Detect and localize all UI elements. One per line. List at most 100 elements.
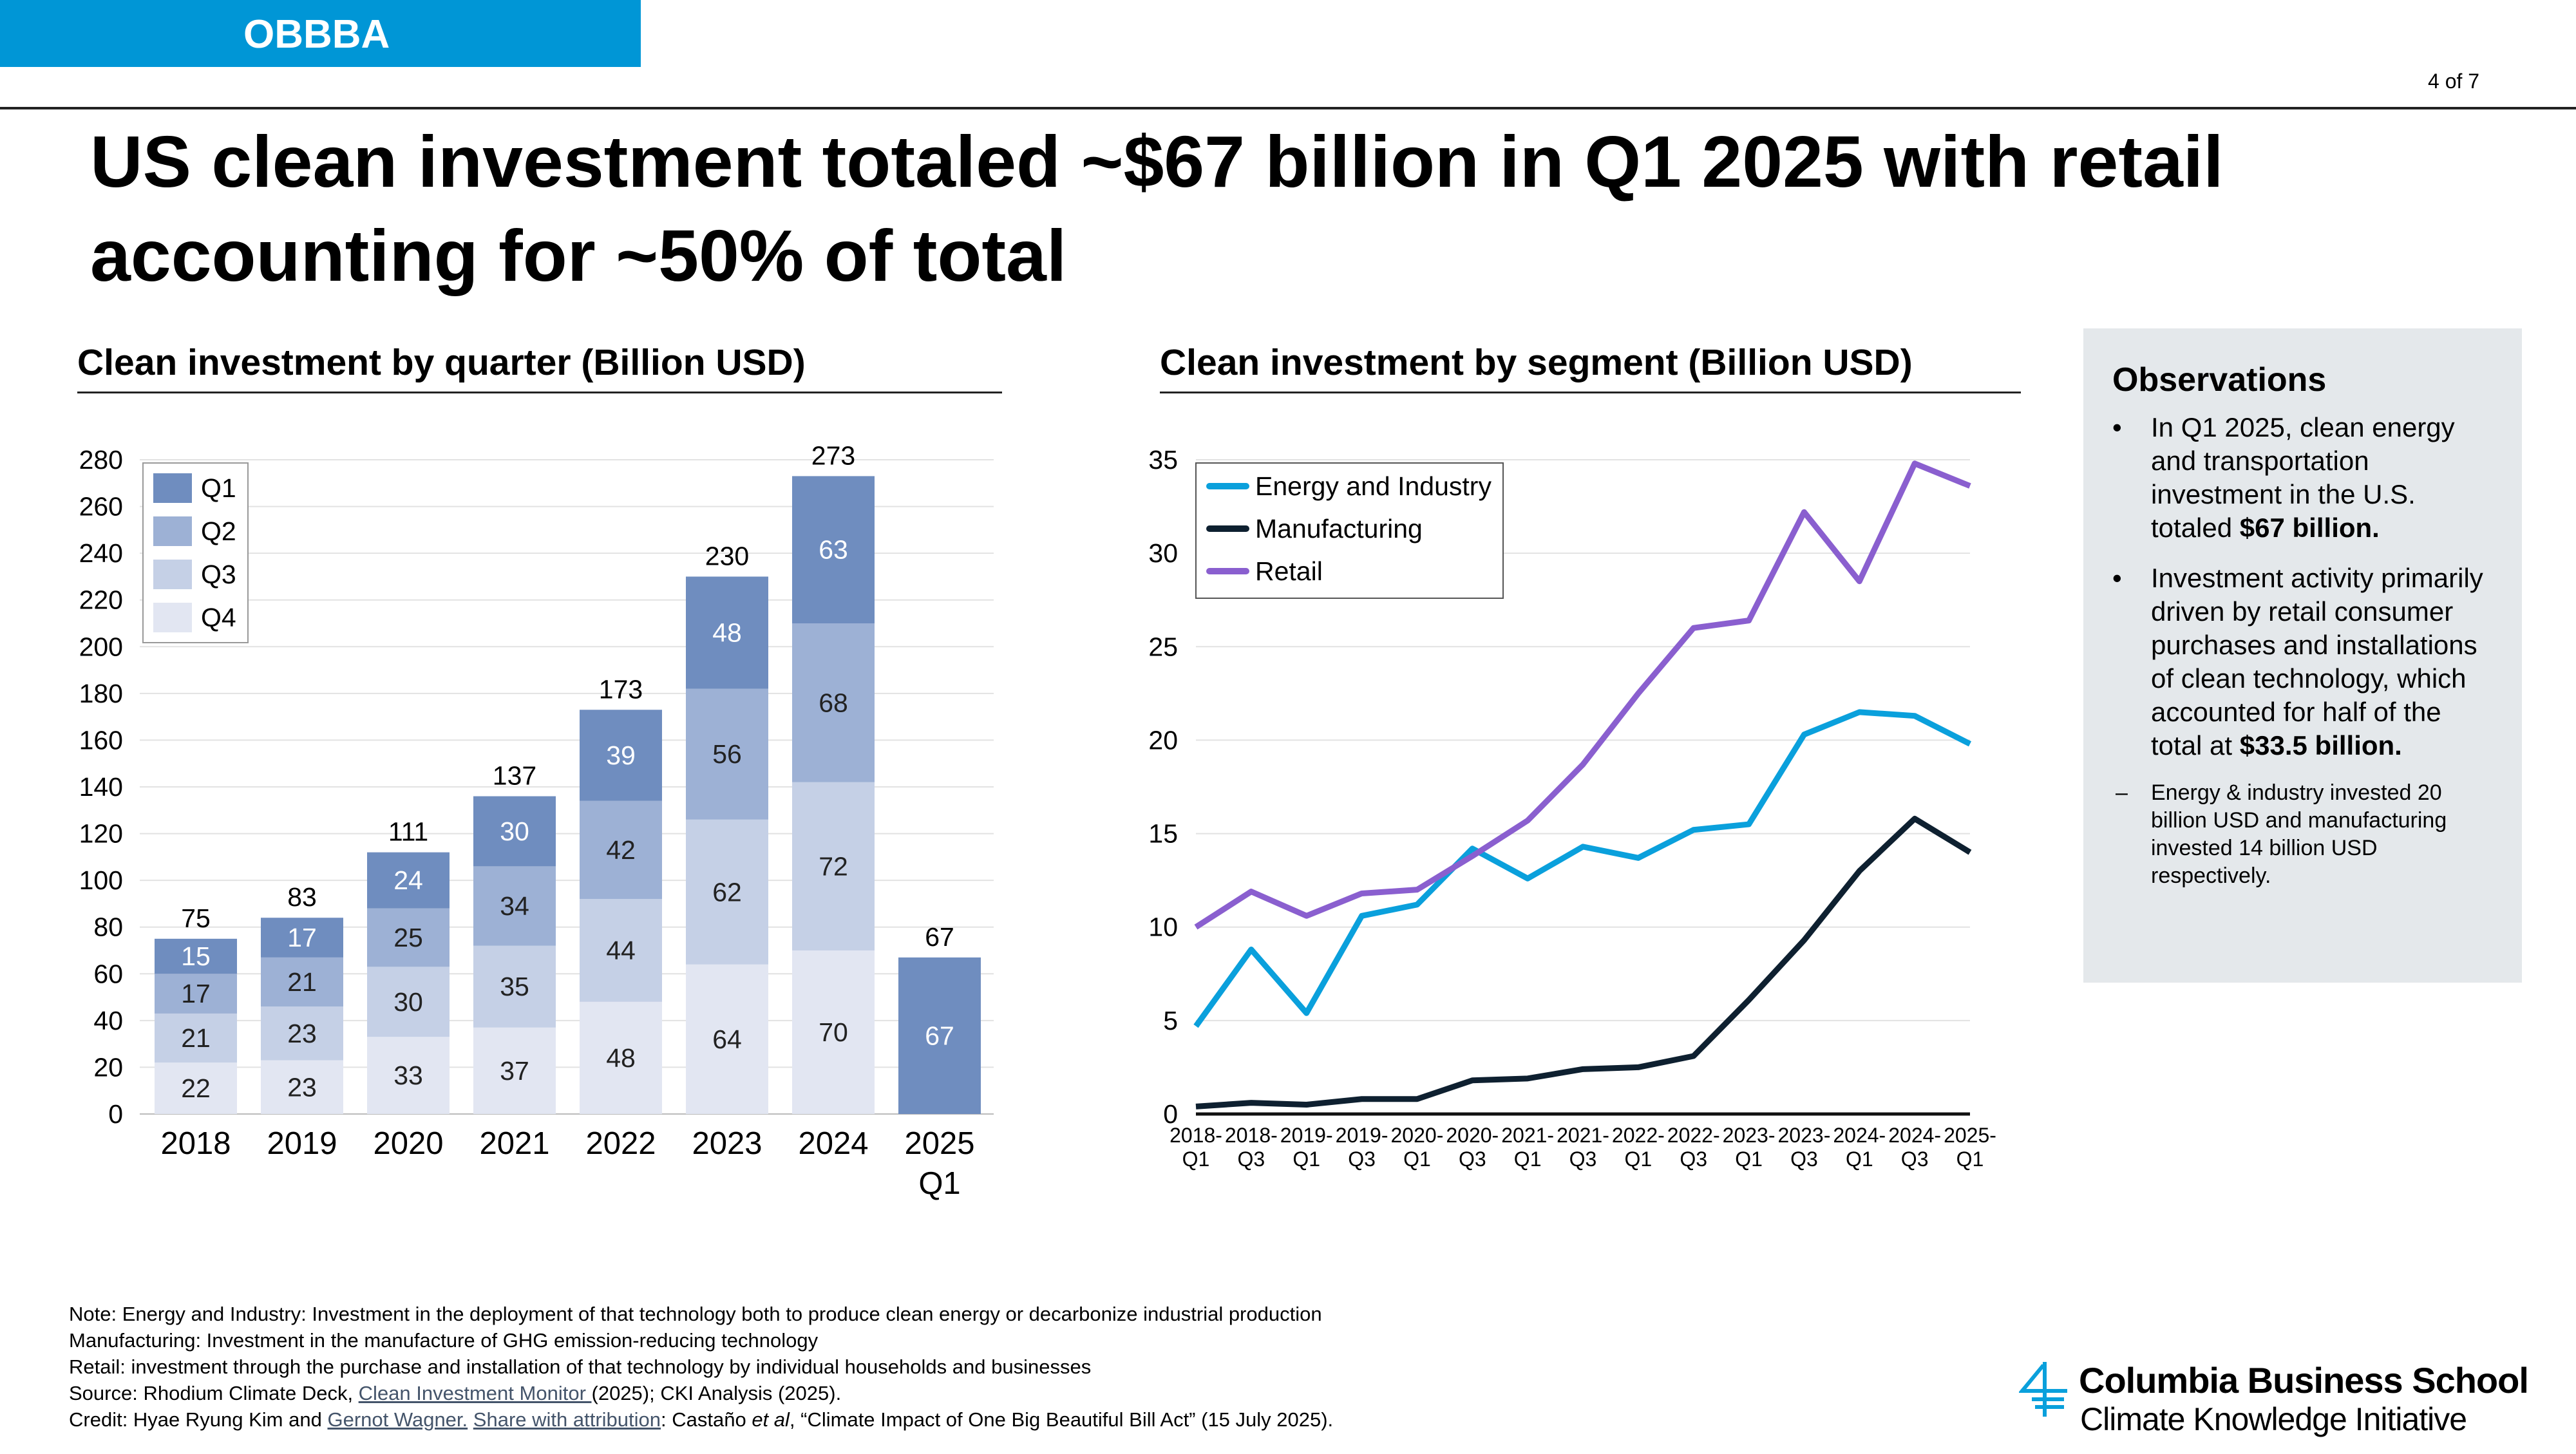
bar-data-label: 68: [819, 688, 848, 717]
x-tick-label: Q3: [1348, 1147, 1376, 1171]
bar-data-label: 35: [500, 972, 529, 1001]
x-tick-label: 2024-: [1888, 1124, 1941, 1147]
bar-data-label: 21: [181, 1023, 211, 1053]
y-tick-label: 30: [1148, 538, 1178, 568]
bar-data-label: 30: [500, 817, 529, 846]
bar-total-label: 75: [181, 903, 211, 933]
y-tick-label: 20: [1148, 725, 1178, 755]
observations-panel: Observations In Q1 2025, clean energy an…: [2083, 328, 2522, 983]
line-chart-title-underline: [1160, 392, 2021, 393]
x-tick-label: Q1: [1403, 1147, 1431, 1171]
x-tick-label: 2021: [479, 1126, 549, 1161]
x-tick-label: Q3: [1901, 1147, 1929, 1171]
observations-heading: Observations: [2112, 361, 2327, 399]
x-tick-label: Q1: [918, 1166, 960, 1201]
x-tick-label: 2019-: [1280, 1124, 1333, 1147]
bar-segment-q1: [686, 576, 768, 689]
bar-data-label: 63: [819, 535, 848, 565]
clean-investment-monitor-link[interactable]: Clean Investment Monitor: [358, 1382, 592, 1404]
x-tick-label: 2020: [373, 1126, 443, 1161]
bar-data-label: 42: [606, 835, 636, 865]
bar-segment-q3: [367, 967, 450, 1037]
bar-data-label: 70: [819, 1017, 848, 1047]
bar-total-label: 137: [493, 761, 536, 791]
bar-data-label: 23: [287, 1019, 317, 1048]
gernot-wagner-link[interactable]: Gernot Wagner.: [327, 1408, 468, 1431]
footnotes: Note: Energy and Industry: Investment in…: [69, 1301, 1333, 1433]
bar-total-label: 173: [599, 674, 643, 704]
y-tick-label: 5: [1163, 1006, 1178, 1035]
series-line-retail: [1194, 460, 1971, 930]
columbia-crown-icon: [2019, 1362, 2067, 1417]
bar-data-label: 24: [393, 865, 423, 895]
y-tick-label: 10: [1148, 912, 1178, 942]
y-tick-label: 220: [79, 585, 123, 615]
line-chart-title: Clean investment by segment (Billion USD…: [1160, 342, 1913, 383]
x-tick-label: Q3: [1569, 1147, 1597, 1171]
x-tick-label: Q1: [1625, 1147, 1653, 1171]
bar-data-label: 25: [393, 923, 423, 952]
x-tick-label: 2019: [267, 1126, 337, 1161]
x-tick-label: 2022-: [1612, 1124, 1665, 1147]
x-tick-label: Q1: [1735, 1147, 1763, 1171]
bar-segment-q4: [155, 1062, 237, 1114]
bar-data-label: 62: [712, 877, 742, 907]
note-line: Manufacturing: Investment in the manufac…: [69, 1329, 819, 1352]
series-line-manufacturing: [1195, 815, 1972, 1109]
x-tick-label: 2018: [160, 1126, 231, 1161]
legend-swatch: [153, 603, 192, 632]
x-tick-label: 2018-: [1225, 1124, 1278, 1147]
bar-data-label: 37: [500, 1056, 529, 1086]
bar-segment-q1: [367, 852, 450, 909]
y-tick-label: 140: [79, 772, 123, 802]
bar-data-label: 30: [393, 987, 423, 1017]
bar-segment-q3: [686, 819, 768, 965]
page-indicator: 4 of 7: [2428, 70, 2480, 93]
y-tick-label: 15: [1148, 819, 1178, 849]
legend-label: Q2: [201, 516, 236, 546]
observation-bullet: Investment activity primarily driven by …: [2112, 562, 2499, 762]
bar-segment-q4: [473, 1027, 556, 1114]
x-tick-label: 2025-: [1944, 1124, 1996, 1147]
bar-data-label: 22: [181, 1073, 211, 1103]
x-tick-label: 2025: [904, 1126, 974, 1161]
bar-segment-q2: [367, 908, 450, 967]
y-tick-label: 0: [108, 1099, 123, 1129]
x-tick-label: 2024: [798, 1126, 868, 1161]
legend-label: Q3: [201, 560, 236, 589]
x-tick-label: 2021-: [1557, 1124, 1609, 1147]
line-chart: 051015202530352018-Q12018-Q32019-Q12019-…: [1148, 445, 1996, 1171]
x-tick-label: 2022: [585, 1126, 656, 1161]
y-tick-label: 35: [1148, 445, 1178, 475]
y-tick-label: 200: [79, 632, 123, 661]
bar-data-label: 48: [712, 618, 742, 648]
note-line: Retail: investment through the purchase …: [69, 1355, 1092, 1378]
bar-data-label: 72: [819, 851, 848, 881]
bar-data-label: 56: [712, 739, 742, 769]
bar-segment-q1: [473, 796, 556, 867]
x-tick-label: Q1: [1956, 1147, 1984, 1171]
y-tick-label: 80: [93, 912, 123, 942]
bar-data-label: 33: [393, 1061, 423, 1090]
bar-segment-q3: [473, 945, 556, 1028]
bar-segment-q3: [792, 782, 875, 950]
share-with-attribution-link[interactable]: Share with attribution: [473, 1408, 661, 1431]
series-line-energy-and-industry: [1193, 709, 1972, 1028]
x-tick-label: 2018-: [1170, 1124, 1222, 1147]
bar-total-label: 230: [705, 541, 749, 571]
y-tick-label: 260: [79, 492, 123, 522]
bar-data-label: 21: [287, 967, 317, 997]
bar-data-label: 17: [181, 979, 211, 1008]
x-tick-label: 2023: [692, 1126, 762, 1161]
x-tick-label: Q1: [1846, 1147, 1873, 1171]
bar-segment-q1: [792, 476, 875, 623]
x-tick-label: Q3: [1459, 1147, 1486, 1171]
y-tick-label: 280: [79, 445, 123, 475]
bar-segment-q4: [580, 1001, 662, 1114]
bar-segment-q2: [686, 688, 768, 820]
credit-line: Credit: Hyae Ryung Kim and Gernot Wagner…: [69, 1408, 1334, 1431]
bar-data-label: 48: [606, 1043, 636, 1073]
y-tick-label: 100: [79, 865, 123, 895]
columbia-cki-logo: Columbia Business School Climate Knowled…: [2019, 1355, 2534, 1439]
